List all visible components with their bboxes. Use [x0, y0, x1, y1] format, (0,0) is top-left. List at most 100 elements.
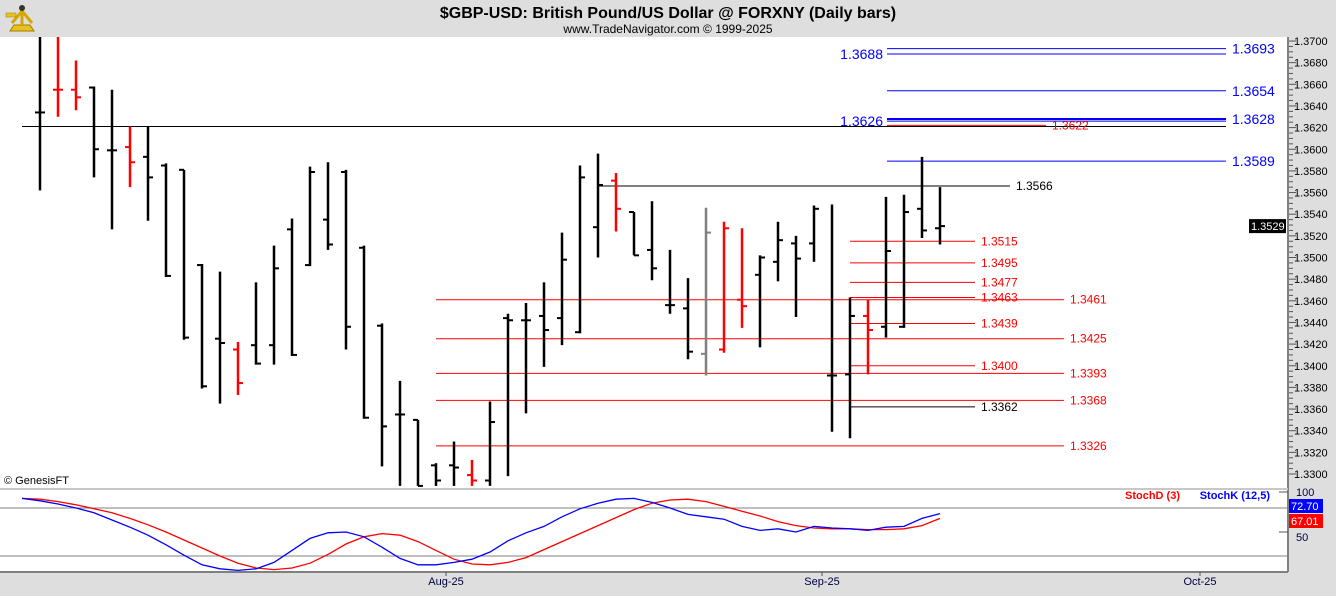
level-label: 1.3393	[1070, 366, 1107, 380]
level-label: 1.3326	[1070, 439, 1107, 453]
level-label: 1.3626	[840, 113, 883, 129]
ohlc-bar	[413, 418, 423, 487]
y-tick-label: 1.3660	[1294, 79, 1328, 91]
ohlc-bar	[323, 162, 333, 250]
watermark: © GenesisFT	[4, 475, 69, 487]
ohlc-bar	[737, 228, 747, 328]
ohlc-bar	[917, 156, 927, 239]
level-label: 1.3439	[981, 317, 1018, 331]
level-label: 1.3400	[981, 359, 1018, 373]
y-tick-label: 1.3540	[1294, 209, 1328, 221]
x-tick-label: Sep-25	[804, 576, 839, 588]
stoch-y-tick-label: 100	[1296, 487, 1314, 499]
ohlc-bar	[377, 323, 387, 467]
ohlc-bar	[503, 313, 513, 477]
y-tick-label: 1.3380	[1294, 382, 1328, 394]
ohlc-bar	[71, 60, 81, 111]
price-bars	[35, 37, 945, 487]
price-levels: 1.3693 1.3688 1.3654 1.3628 1.3626 1.3622 1.35…	[22, 41, 1275, 453]
level-label: 1.3693	[1232, 41, 1275, 57]
level-label: 1.3461	[1070, 293, 1107, 307]
stoch-value-badge	[1289, 499, 1323, 513]
y-tick-label: 1.3320	[1294, 447, 1328, 459]
ohlc-bar	[683, 278, 693, 360]
ohlc-bar	[359, 245, 369, 419]
ohlc-bar	[89, 86, 99, 178]
level-label: 1.3477	[981, 275, 1018, 289]
ohlc-bar	[395, 380, 405, 486]
stoch-value-label: 67.01	[1291, 516, 1319, 528]
ohlc-bar	[251, 282, 261, 365]
ohlc-bar	[161, 163, 171, 277]
level-label: 1.3515	[981, 234, 1018, 248]
ohlc-bar	[305, 166, 315, 267]
ohlc-bar	[611, 173, 621, 232]
ohlc-bar	[575, 165, 585, 334]
ohlc-bar	[881, 196, 891, 338]
y-tick-label: 1.3440	[1294, 317, 1328, 329]
chart-subtitle: www.TradeNavigator.com © 1999-2025	[562, 22, 772, 36]
stoch-y-tick-label: 50	[1296, 532, 1308, 544]
ohlc-bar	[431, 463, 441, 486]
stochastic-panel	[0, 490, 1287, 572]
ohlc-bar	[107, 89, 117, 230]
y-tick-label: 1.3300	[1294, 469, 1328, 481]
ohlc-bar	[485, 401, 495, 486]
ohlc-bar	[197, 263, 207, 389]
y-tick-label: 1.3400	[1294, 361, 1328, 373]
y-tick-label: 1.3460	[1294, 296, 1328, 308]
y-tick-label: 1.3340	[1294, 426, 1328, 438]
date-axis[interactable]: Aug-25 Sep-25 Oct-25	[428, 572, 1217, 588]
ohlc-bar	[845, 297, 855, 439]
level-label: 1.3622	[1052, 118, 1089, 132]
level-label: 1.3425	[1070, 332, 1107, 346]
y-tick-label: 1.3600	[1294, 144, 1328, 156]
level-label: 1.3495	[981, 256, 1018, 270]
ohlc-bar	[53, 37, 63, 117]
ohlc-bar	[773, 221, 783, 282]
stochk-line	[21, 497, 941, 572]
stochk-legend: StochK (12,5)	[1200, 490, 1271, 502]
y-tick-label: 1.3520	[1294, 231, 1328, 243]
y-tick-label: 1.3480	[1294, 274, 1328, 286]
stochd-legend: StochD (3)	[1125, 490, 1180, 502]
y-tick-label: 1.3700	[1294, 36, 1328, 48]
level-label: 1.3688	[840, 46, 883, 62]
ohlc-bar	[719, 221, 729, 353]
stochastic-lines: 72.70 67.01 100 50	[0, 487, 1323, 572]
y-tick-label: 1.3560	[1294, 188, 1328, 200]
ohlc-bar	[287, 218, 297, 357]
ohlc-bar	[467, 459, 477, 486]
y-tick-label: 1.3420	[1294, 339, 1328, 351]
level-label: 1.3566	[1016, 179, 1053, 193]
ohlc-bar	[269, 245, 279, 365]
x-tick-label: Aug-25	[428, 576, 463, 588]
ohlc-bar	[593, 153, 603, 258]
ohlc-bar	[341, 169, 351, 350]
ohlc-bar	[701, 207, 711, 376]
ohlc-bar	[899, 194, 909, 328]
ohlc-bar	[179, 168, 189, 340]
price-panel	[0, 37, 1287, 488]
level-label: 1.3628	[1232, 111, 1275, 127]
stoch-value-label: 72.70	[1291, 501, 1319, 513]
y-tick-label: 1.3580	[1294, 166, 1328, 178]
ohlc-bar	[557, 232, 567, 346]
stoch-value-badge	[1289, 514, 1323, 528]
ohlc-bar	[809, 205, 819, 262]
ohlc-bar	[629, 211, 639, 257]
last-price-label: 1.3529	[1251, 221, 1285, 233]
last-price-badge	[1249, 219, 1286, 234]
price-axis[interactable]: 1.3300 1.3320 1.3340 1.3360 1.3380 1.3400 1.34…	[1249, 36, 1328, 481]
sextant-icon	[5, 5, 35, 32]
chart-title: $GBP-USD: British Pound/US Dollar @ FORX…	[440, 5, 896, 22]
level-label: 1.3368	[1070, 393, 1107, 407]
level-label: 1.3654	[1232, 83, 1275, 99]
ohlc-bar	[935, 187, 945, 245]
level-label: 1.3362	[981, 400, 1018, 414]
level-label: 1.3589	[1232, 153, 1275, 169]
ohlc-bar	[755, 255, 765, 348]
y-tick-label: 1.3620	[1294, 123, 1328, 135]
ohlc-bar	[521, 302, 531, 414]
y-tick-label: 1.3640	[1294, 101, 1328, 113]
